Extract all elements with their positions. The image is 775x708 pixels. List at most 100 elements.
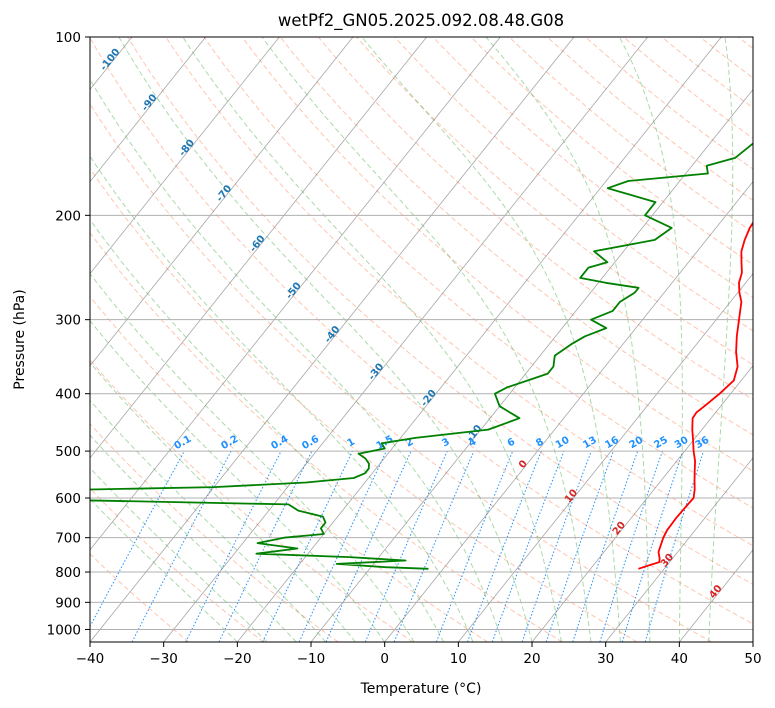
mixing-ratio-label: 8: [534, 436, 546, 449]
mixing-ratio-label: 10: [554, 435, 572, 452]
mixing-ratio-line: [467, 450, 542, 642]
x-tick-label: −20: [223, 651, 252, 667]
x-tick-label: 10: [450, 651, 467, 667]
isotherm: [679, 549, 753, 642]
moist-adiabat: [90, 155, 474, 642]
mixing-ratio-label: 4: [467, 436, 479, 449]
temperature-line: [638, 221, 753, 570]
y-tick-label: 900: [55, 595, 81, 611]
dry-adiabat: [90, 487, 264, 642]
x-tick-label: −30: [149, 651, 178, 667]
moist-adiabat: [361, 37, 621, 642]
moist-adiabat: [90, 467, 268, 642]
isotherm-label: -20: [419, 388, 439, 409]
isotherm: [605, 457, 753, 642]
mixing-ratio-label: 1: [346, 436, 358, 449]
mixing-ratio-line: [572, 450, 639, 642]
isotherm: [90, 37, 501, 551]
dry-adiabat: [241, 37, 753, 472]
isotherm-label: -90: [140, 92, 160, 113]
isotherm: [752, 641, 753, 642]
dry-adiabat: [90, 295, 488, 642]
dry-adiabat: [470, 37, 753, 266]
dry-adiabat: [90, 423, 339, 642]
dry-adiabats: [90, 37, 753, 642]
mixing-ratio-label: 6: [506, 436, 518, 449]
isotherm: [237, 37, 722, 642]
isotherm-label: -80: [177, 138, 197, 159]
isotherm-label: -30: [367, 362, 387, 383]
isotherm: [90, 37, 575, 642]
y-tick-label: 200: [55, 208, 81, 224]
moist-adiabat: [90, 434, 297, 642]
moist-adiabat: [90, 320, 386, 642]
dry-adiabat: [547, 37, 753, 201]
mixing-ratio-label: 2: [404, 436, 416, 449]
moist-adiabat: [708, 37, 734, 642]
plot-frame: [89, 36, 754, 643]
moist-adiabat: [118, 37, 533, 642]
mixing-ratio-label: 3: [440, 436, 452, 449]
isotherm-label: -40: [323, 324, 343, 345]
x-tick-label: 40: [671, 651, 688, 667]
y-axis-title: Pressure (hPa): [12, 289, 28, 389]
x-tick-label: −40: [76, 651, 105, 667]
profile-series: [90, 142, 753, 570]
dry-adiabat: [661, 37, 753, 109]
mixing-ratio-label: 16: [603, 435, 621, 452]
x-tick-label: 50: [744, 651, 761, 667]
dry-adiabat: [737, 37, 753, 50]
x-tick-label: −10: [297, 651, 326, 667]
mixing-ratio-lines: [90, 450, 705, 642]
moist-adiabat: [618, 37, 683, 642]
isotherm: [531, 365, 753, 642]
isotherm-label: -60: [248, 234, 268, 255]
isotherm: [384, 180, 753, 642]
mixing-ratio-line: [364, 450, 448, 642]
mixing-ratio-label: 30: [673, 435, 691, 452]
moist-adiabat: [261, 37, 592, 642]
mixing-ratio-line: [545, 450, 614, 642]
dry-adiabat: [508, 37, 753, 233]
y-tick-label: 700: [55, 531, 81, 547]
dewpoint-line: [90, 142, 753, 570]
isotherms: [0, 37, 753, 642]
y-axis-ticks: 100 200 300 400 500 600 700 800 900 1000: [47, 30, 90, 638]
isotherm-label: 40: [707, 583, 724, 601]
mixing-ratio-line: [262, 450, 353, 642]
mixing-ratio-line: [325, 450, 412, 642]
dry-adiabat: [394, 37, 753, 332]
isotherm-label: -50: [284, 281, 304, 302]
x-axis-ticks: −40 −30 −20 −10 0 10 20 30 40 50: [76, 642, 762, 667]
reference-line-labels: -100-90-80-70-60-50-40-30-20-10010203040…: [98, 47, 724, 601]
moist-adiabat: [90, 218, 445, 642]
moist-adiabat: [485, 37, 651, 642]
isotherm: [310, 88, 753, 642]
mixing-ratio-line: [185, 450, 282, 642]
dry-adiabat: [90, 37, 753, 625]
dry-adiabat: [203, 37, 753, 509]
isotherm-label: 30: [659, 552, 676, 570]
mixing-ratio-label: 0.1: [173, 434, 194, 452]
isotherm: [0, 37, 58, 642]
moist-adiabat: [90, 78, 503, 642]
isobars: [90, 37, 753, 630]
isotherm: [90, 37, 354, 367]
dry-adiabat: [279, 37, 753, 436]
mixing-ratio-line: [435, 450, 514, 642]
mixing-ratio-line: [393, 450, 475, 642]
y-tick-label: 600: [55, 491, 81, 507]
isotherm-label: -100: [98, 47, 122, 73]
isotherm-label: 0: [517, 458, 530, 470]
y-tick-label: 100: [55, 30, 81, 46]
mixing-ratio-label: 0.4: [269, 434, 290, 452]
y-tick-label: 300: [55, 313, 81, 329]
mixing-ratio-line: [131, 450, 232, 642]
y-tick-label: 1000: [47, 622, 81, 638]
plot-area: -100-90-80-70-60-50-40-30-20-10010203040…: [0, 37, 753, 642]
mixing-ratio-line: [521, 450, 592, 642]
dry-adiabat: [165, 37, 753, 547]
mixing-ratio-line: [621, 450, 684, 642]
isotherm: [458, 273, 753, 642]
dry-adiabat: [356, 37, 753, 366]
